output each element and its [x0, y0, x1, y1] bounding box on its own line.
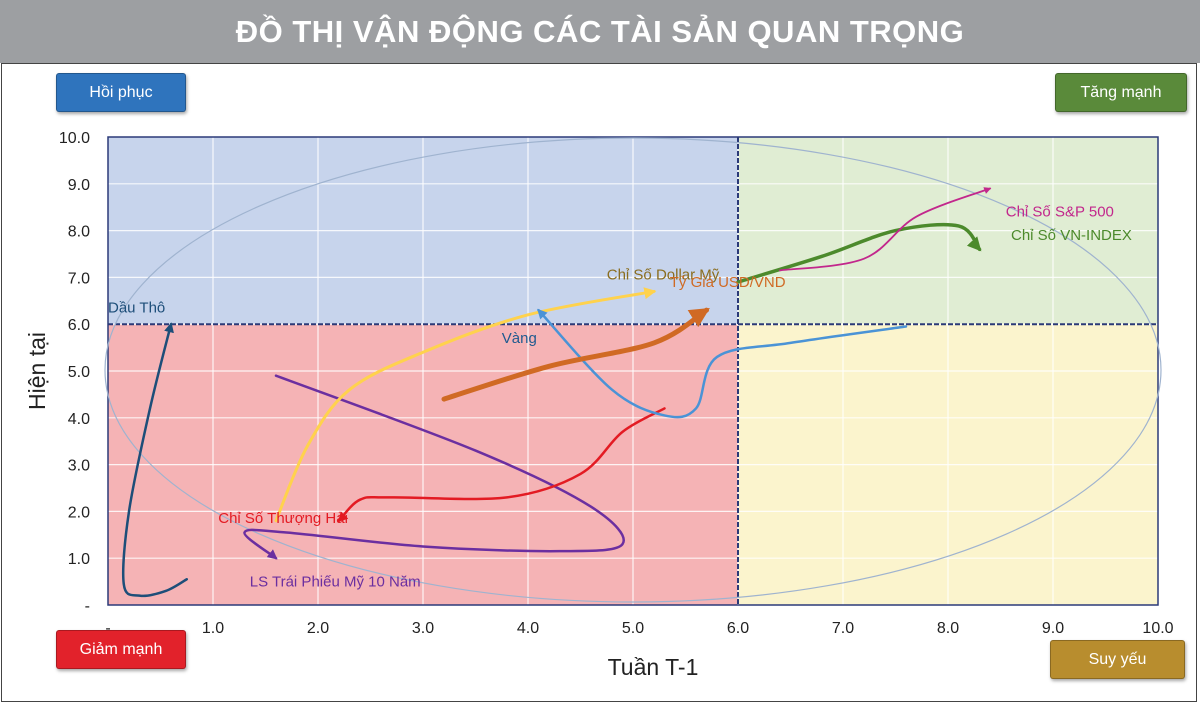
x-tick-label: 7.0 — [832, 620, 854, 637]
quadrant-label-weakening: Suy yếu — [1050, 640, 1185, 679]
quadrant-label-sharp-decline: Giảm mạnh — [56, 630, 186, 669]
x-tick-label: 4.0 — [517, 620, 539, 637]
series-line — [537, 308, 908, 419]
y-tick-label: 2.0 — [68, 504, 90, 521]
series-label: Dầu Thô — [108, 300, 165, 317]
series-label: Tỷ Giá USD/VND — [670, 274, 786, 291]
y-tick-label: 10.0 — [59, 130, 90, 147]
y-tick-label: 6.0 — [68, 317, 90, 334]
series-line — [441, 307, 710, 402]
series-label: Chỉ Số VN-INDEX — [1011, 227, 1132, 244]
x-tick-label: 2.0 — [307, 620, 329, 637]
y-tick-label: 1.0 — [68, 551, 90, 568]
series-line — [274, 287, 657, 523]
x-tick-label: 9.0 — [1042, 620, 1064, 637]
x-tick-label: - — [105, 620, 110, 637]
series-label: Chỉ Số S&P 500 — [1006, 204, 1114, 221]
y-tick-label: 9.0 — [68, 177, 90, 194]
y-tick-label: - — [85, 598, 90, 615]
series-label: Chỉ Số Dollar Mỹ — [607, 267, 720, 284]
x-axis-title: Tuần T-1 — [608, 654, 699, 680]
x-tick-label: 6.0 — [727, 620, 749, 637]
y-tick-label: 3.0 — [68, 458, 90, 475]
reference-ellipse — [104, 137, 1162, 603]
page-title: ĐỒ THỊ VẬN ĐỘNG CÁC TÀI SẢN QUAN TRỌNG — [0, 0, 1200, 63]
x-tick-label: 5.0 — [622, 620, 644, 637]
y-tick-label: 7.0 — [68, 270, 90, 287]
quadrant-label-strong-growth: Tăng mạnh — [1055, 73, 1187, 112]
y-tick-label: 8.0 — [68, 224, 90, 241]
series-line — [779, 187, 992, 272]
plot-border — [107, 136, 1159, 606]
chart-frame — [1, 63, 1197, 702]
quadrant-label-recovering: Hồi phục — [56, 73, 186, 112]
series-line — [121, 322, 188, 598]
y-tick-label: 4.0 — [68, 411, 90, 428]
x-tick-label: 3.0 — [412, 620, 434, 637]
x-tick-label: 1.0 — [202, 620, 224, 637]
series-label: Chỉ Số Thượng Hải — [218, 510, 348, 527]
series-label: LS Trái Phiếu Mỹ 10 Năm — [250, 573, 421, 590]
series-label: Vàng — [502, 330, 537, 347]
x-tick-label: 8.0 — [937, 620, 959, 637]
y-axis-title: Hiện tại — [24, 332, 50, 410]
x-tick-label: 10.0 — [1142, 620, 1173, 637]
y-tick-label: 5.0 — [68, 364, 90, 381]
series-line — [337, 407, 666, 523]
series-line — [243, 374, 625, 560]
series-line — [736, 222, 982, 284]
